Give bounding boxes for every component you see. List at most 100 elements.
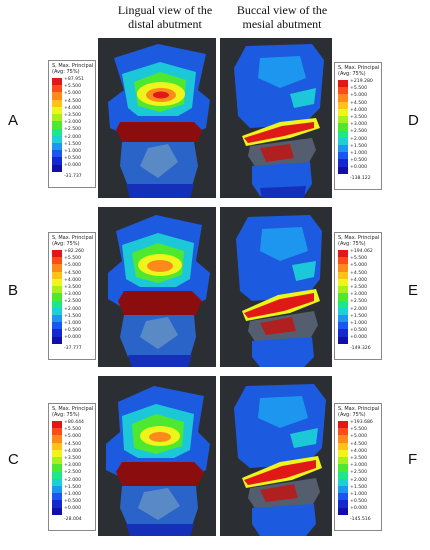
legend-tick-value: +1.500 [64, 313, 82, 319]
legend-color-bar [52, 250, 62, 344]
legend-tick-value: +1.000 [64, 321, 82, 327]
legend-color-swatch [338, 457, 348, 465]
legend-color-swatch [338, 116, 348, 124]
legend-tick-value: +4.000 [64, 448, 82, 454]
panel-b-render [98, 207, 216, 367]
legend-tick-value: +3.000 [350, 463, 368, 469]
row-label-f: F [408, 451, 418, 468]
legend-tick-value: +2.500 [64, 127, 82, 133]
legend-color-swatch [338, 108, 348, 117]
legend-color-swatch [52, 106, 62, 115]
legend-tick-value: +4.500 [64, 270, 82, 276]
legend-color-swatch [52, 449, 62, 458]
legend-color-swatch [52, 271, 62, 279]
legend-color-swatch [52, 493, 62, 501]
legend-tick-value: +5.500 [64, 84, 82, 90]
legend-color-swatch [52, 293, 62, 301]
legend-tick-value: +4.500 [64, 98, 82, 104]
legend-color-swatch [338, 300, 348, 308]
legend-color-swatch [52, 442, 62, 450]
legend-min-value: -149.326 [350, 346, 371, 351]
row-label-d: D [408, 112, 419, 129]
legend-min-value: -31.737 [64, 174, 82, 179]
legend-color-swatch [338, 278, 348, 287]
legend-color-swatch [52, 114, 62, 122]
legend-color-bar [52, 78, 62, 172]
legend-max-value: +80.444 [64, 420, 84, 425]
legend-tick-value: +1.500 [350, 484, 368, 490]
legend-tick-value: +4.500 [350, 270, 368, 276]
legend-tick-value: +1.000 [350, 151, 368, 157]
legend-tick-value: +2.500 [350, 299, 368, 305]
legend-tick-value: +5.500 [64, 427, 82, 433]
legend-color-swatch [338, 314, 348, 323]
legend-title: S, Max. Principal [338, 65, 380, 71]
abutment-lingual-render [108, 44, 210, 198]
legend-subtitle: (Avg: 75%) [338, 241, 366, 247]
legend-color-swatch [338, 507, 348, 515]
legend-tick-value: +4.500 [350, 441, 368, 447]
legend-min-value: -138.122 [350, 176, 371, 181]
legend-tick-value: +0.500 [64, 156, 82, 162]
right-title-line-2: mesial abutment [242, 17, 322, 31]
legend-tick-value: +4.000 [64, 277, 82, 283]
legend-tick-value: +2.500 [350, 129, 368, 135]
legend-color-swatch [338, 286, 348, 294]
legend-tick-value: +3.500 [64, 456, 82, 462]
legend-tick-value: +1.000 [64, 149, 82, 155]
legend-tick-value: +5.000 [64, 434, 82, 440]
legend-min-value: -28.004 [64, 517, 82, 522]
legend-max-value: +194.062 [350, 249, 373, 254]
legend-title: S, Max. Principal [52, 63, 94, 69]
legend-color-swatch [52, 99, 62, 107]
legend-color-swatch [52, 264, 62, 272]
legend-max-value: +82.260 [64, 249, 84, 254]
legend-tick-value: +5.500 [350, 86, 368, 92]
legend-color-swatch [338, 257, 348, 265]
legend-subtitle: (Avg: 75%) [52, 241, 80, 247]
legend-tick-value: +0.500 [64, 499, 82, 505]
legend-tick-value: +2.500 [64, 299, 82, 305]
right-column-title: Buccal view of the mesial abutment [222, 3, 342, 31]
legend-tick-value: +0.500 [350, 499, 368, 505]
legend-tick-value: +4.500 [64, 441, 82, 447]
legend-color-swatch [338, 250, 348, 258]
legend-tick-value: +3.000 [64, 120, 82, 126]
legend-max-value: +87.951 [64, 77, 84, 82]
legend-tick-value: +0.000 [64, 506, 82, 512]
legend-color-swatch [338, 478, 348, 486]
legend-color-swatch [52, 322, 62, 330]
row-label-b: B [8, 282, 19, 299]
legend-color-swatch [338, 471, 348, 479]
legend-color-swatch [52, 329, 62, 337]
legend-min-value: -145.516 [350, 517, 371, 522]
left-title-line-2: distal abutment [128, 17, 202, 31]
legend-tick-value: +4.000 [350, 277, 368, 283]
legend-tick-value: +3.000 [350, 292, 368, 298]
legend-color-swatch [338, 293, 348, 301]
panel-c-render [98, 376, 216, 536]
legend-color-swatch [338, 307, 348, 315]
legend-max-value: +219.280 [350, 79, 373, 84]
legend-tick-value: +1.000 [350, 492, 368, 498]
legend-tick-value: +3.000 [64, 463, 82, 469]
legend-title: S, Max. Principal [52, 406, 94, 412]
legend-title: S, Max. Principal [338, 235, 380, 241]
legend-color-swatch [338, 130, 348, 138]
legend-tick-value: +4.000 [350, 448, 368, 454]
legend-color-swatch [52, 485, 62, 494]
legend-tick-value: +3.500 [350, 115, 368, 121]
legend-color-swatch [338, 264, 348, 272]
legend-color-swatch [338, 152, 348, 160]
legend-subtitle: (Avg: 75%) [338, 71, 366, 77]
legend-tick-value: +5.500 [64, 256, 82, 262]
legend-title: S, Max. Principal [52, 235, 94, 241]
legend-color-swatch [338, 94, 348, 102]
legend-color-swatch [52, 471, 62, 479]
legend-color-swatch [52, 435, 62, 443]
legend-tick-value: +0.500 [350, 328, 368, 334]
legend-min-value: -37.777 [64, 346, 82, 351]
abutment-buccal-render [234, 384, 326, 536]
legend-tick-value: +1.000 [350, 321, 368, 327]
legend-color-swatch [338, 144, 348, 153]
